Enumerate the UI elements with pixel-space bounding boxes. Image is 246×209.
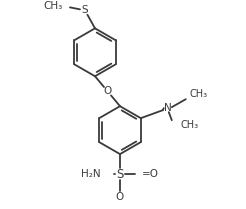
Text: CH₃: CH₃ — [44, 1, 63, 11]
Text: O: O — [116, 192, 124, 202]
Text: CH₃: CH₃ — [181, 120, 199, 130]
Text: S: S — [82, 5, 88, 15]
Text: N: N — [164, 103, 172, 113]
Text: CH₃: CH₃ — [190, 89, 208, 99]
Text: O: O — [103, 86, 112, 96]
Text: H₂N: H₂N — [81, 169, 101, 179]
Text: S: S — [116, 168, 124, 181]
Text: =O: =O — [142, 169, 159, 179]
